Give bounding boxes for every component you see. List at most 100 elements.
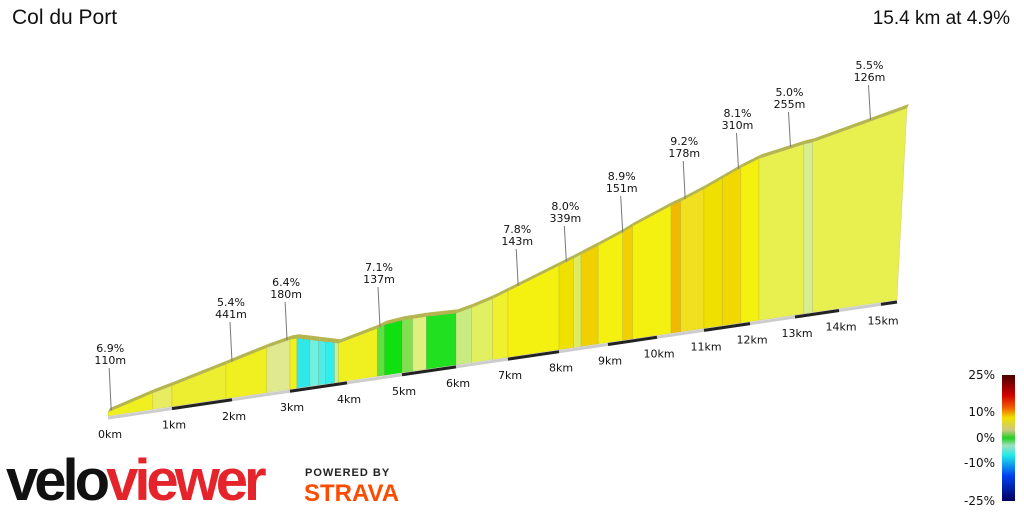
gradient-segment <box>812 107 908 313</box>
segment-top-edge <box>426 309 458 317</box>
climb-summary: 15.4 km at 4.9% <box>872 8 1010 29</box>
profile-segments <box>107 104 909 417</box>
gradient-segment <box>325 341 335 385</box>
x-tick-label: 3km <box>280 401 304 414</box>
annotation-length: 310m <box>722 119 754 132</box>
segment-top-edge <box>559 254 576 266</box>
gradient-colorbar <box>1002 375 1015 501</box>
segment-top-edge <box>671 197 683 206</box>
annotation-length: 339m <box>549 212 581 225</box>
annotation-leader-line <box>563 225 567 262</box>
annotation-leader-line <box>788 111 791 147</box>
x-tick-label: 8km <box>549 362 573 375</box>
gradient-segment <box>376 324 385 377</box>
segment-top-edge <box>598 228 625 246</box>
gradient-segment <box>296 337 311 389</box>
x-tick-label: 0km <box>98 428 122 441</box>
x-tick-label: 12km <box>736 334 767 347</box>
gradient-segment <box>455 307 472 366</box>
annotation-leader-line <box>736 132 739 169</box>
km-bar <box>703 322 751 332</box>
gradient-segment <box>670 200 681 334</box>
annotation-gradient: 8.9% <box>608 170 636 183</box>
legend-label: -25% <box>964 494 995 508</box>
segment-top-edge <box>108 388 155 412</box>
gradient-segment <box>632 205 672 340</box>
x-tick-label: 2km <box>222 410 246 423</box>
segment-top-edge <box>722 163 743 179</box>
km-bar <box>171 398 233 411</box>
gradient-segment <box>384 319 403 376</box>
gradient-segment <box>471 298 493 363</box>
segment-top-edge <box>812 104 909 143</box>
annotation-leader-line <box>620 195 624 233</box>
segment-top-edge <box>266 335 292 348</box>
km-bar <box>607 335 658 346</box>
annotation-length: 110m <box>94 354 126 367</box>
segment-top-edge <box>573 250 584 259</box>
gradient-segment <box>803 141 813 315</box>
legend-label: -10% <box>964 456 995 470</box>
gradient-segment <box>289 337 298 390</box>
annotation-length: 126m <box>854 71 886 84</box>
annotation-leader-line <box>284 301 288 341</box>
km-bar <box>507 350 560 361</box>
annotation-length: 178m <box>668 147 700 160</box>
annotation-gradient: 5.0% <box>776 86 804 99</box>
segment-top-edge <box>334 338 341 344</box>
segment-top-edge <box>508 261 561 291</box>
segment-top-edge <box>296 334 312 340</box>
segment-top-edge <box>325 337 337 343</box>
annotation-leader-line <box>682 160 686 200</box>
segment-top-edge <box>338 324 380 344</box>
x-tick-label: 7km <box>498 369 522 382</box>
veloviewer-logo: veloviewer <box>6 448 267 513</box>
gradient-segment <box>171 363 227 407</box>
x-tick-label: 1km <box>162 419 186 432</box>
segment-top-edge <box>456 303 474 314</box>
segment-top-edge <box>402 314 415 321</box>
gradient-segment <box>412 316 427 372</box>
annotation-gradient: 6.9% <box>96 342 124 355</box>
annotation-gradient: 7.1% <box>365 261 393 274</box>
x-tick-label: 13km <box>781 327 812 340</box>
annotation-leader-line <box>229 321 233 362</box>
gradient-segment <box>580 244 599 347</box>
x-tick-label: 10km <box>643 347 674 360</box>
gradient-legend: 25% 10% 0% -10% -25% <box>964 368 1015 508</box>
gradient-segment <box>573 253 582 348</box>
annotation-gradient: 6.4% <box>272 276 300 289</box>
segment-top-edge <box>622 222 635 233</box>
gradient-segment <box>558 257 575 351</box>
gradient-segment <box>507 265 560 358</box>
segment-top-edge <box>632 201 674 227</box>
gradient-segment <box>703 177 723 329</box>
segment-top-edge <box>680 184 706 202</box>
annotation-leader-line <box>377 286 381 328</box>
gradient-segment <box>758 143 805 321</box>
legend-label: 0% <box>976 431 995 445</box>
annotation-gradient: 5.4% <box>217 296 245 309</box>
segment-top-edge <box>152 381 174 393</box>
segment-top-edge <box>492 287 510 299</box>
distance-axis: 0km 1km 2km 3km 4km 5km 6km 7km 8km 9km 10km 11km 12… <box>98 300 899 441</box>
strava-logo: STRAVA <box>304 480 400 507</box>
gradient-segment <box>425 312 457 370</box>
legend-label: 10% <box>968 405 995 419</box>
gradient-segment <box>492 290 509 360</box>
segment-top-edge <box>384 316 404 325</box>
gradient-segment <box>309 339 319 387</box>
segment-top-edge <box>172 360 228 386</box>
annotation-length: 255m <box>774 98 806 111</box>
km-bar <box>289 381 348 393</box>
annotations: 6.9%110m 5.4%441m 6.4%180m 7.1%137m 7.8%143m… <box>94 59 885 411</box>
gradient-segment <box>401 318 414 374</box>
baseline <box>107 300 898 420</box>
x-tick-label: 11km <box>690 340 721 353</box>
segment-top-edge <box>581 241 601 255</box>
gradient-segment <box>740 158 760 324</box>
annotation-length: 441m <box>215 308 247 321</box>
km-bar <box>401 365 457 377</box>
segment-top-edge <box>803 138 815 145</box>
